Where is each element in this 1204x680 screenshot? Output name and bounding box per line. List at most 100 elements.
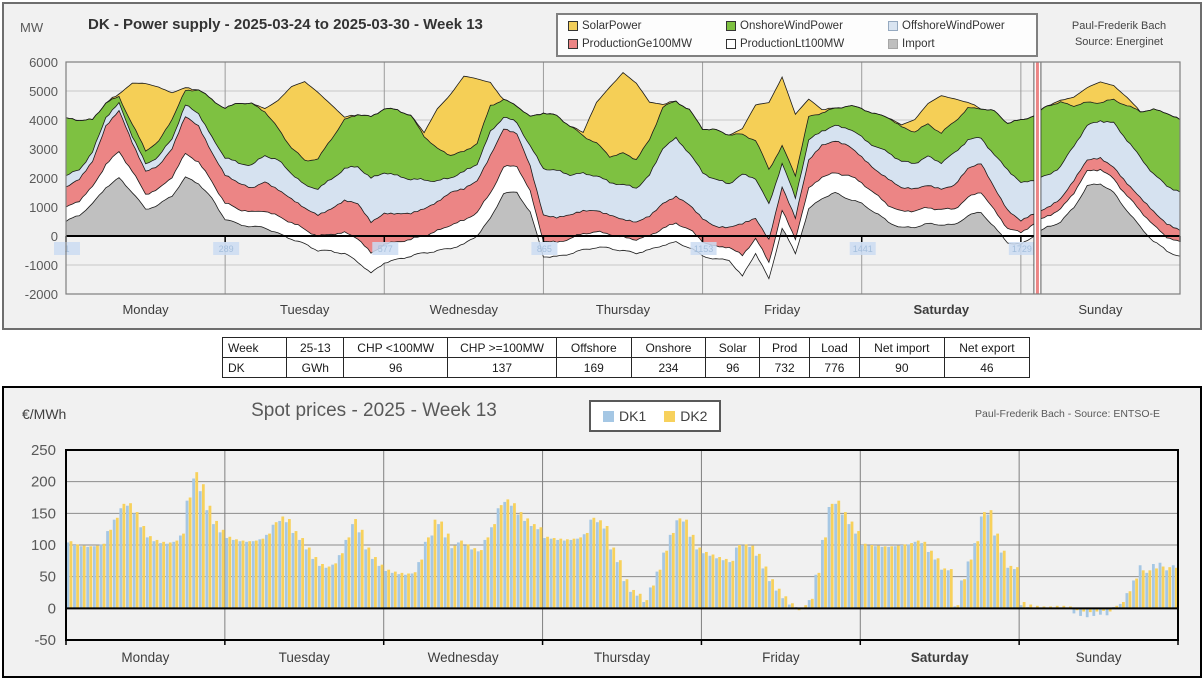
price-bar-dk2	[354, 519, 357, 609]
price-bar-dk2	[215, 520, 218, 609]
price-bar-dk1	[192, 478, 196, 609]
price-bar-dk2	[1095, 608, 1099, 612]
price-bar-dk2	[387, 569, 391, 609]
price-bar-dk1	[337, 555, 341, 609]
price-bar-dk2	[268, 533, 271, 609]
price-bar-dk2	[850, 521, 854, 609]
price-bar-dk2	[168, 542, 172, 609]
price-bar-dk1	[1072, 608, 1076, 614]
x-axis-day-label: Saturday	[911, 650, 969, 665]
price-bar-dk1	[615, 562, 619, 609]
price-bar-dk2	[777, 588, 781, 609]
price-bar-dk1	[1171, 565, 1175, 609]
price-bar-dk1	[867, 545, 871, 609]
price-bar-dk1	[1158, 562, 1162, 609]
price-bar-dk2	[82, 545, 86, 609]
price-bar-dk2	[526, 518, 530, 609]
table-cell: DK	[221, 357, 288, 378]
price-bar-dk2	[585, 532, 589, 609]
x-axis-day-label: Friday	[762, 650, 800, 665]
attribution-source: Source: Energinet	[1074, 36, 1164, 48]
x-axis-day-label: Sunday	[1078, 302, 1123, 317]
price-bar-dk1	[397, 574, 401, 609]
legend-item: SolarPower	[568, 20, 641, 32]
price-bar-dk1	[1079, 608, 1082, 616]
price-bar-dk2	[89, 546, 93, 609]
price-bar-dk1	[821, 539, 824, 609]
price-bar-dk1	[205, 510, 209, 609]
x-axis-day-label: Wednesday	[430, 302, 499, 317]
price-bar-dk1	[463, 545, 467, 609]
price-bar-dk1	[145, 537, 149, 609]
plot-border	[65, 61, 1181, 295]
legend-label: Import	[902, 38, 935, 50]
area-productionge100mw	[66, 110, 1180, 263]
area-offshorewindpower	[66, 102, 1180, 240]
price-bar-dk2	[923, 541, 927, 609]
price-bar-dk2	[427, 537, 430, 609]
price-bar-dk2	[201, 484, 205, 609]
table-header-cell: Load	[809, 337, 860, 358]
price-bar-dk1	[119, 508, 123, 609]
x-axis-day-label: Tuesday	[279, 650, 331, 665]
x-axis-day-label: Thursday	[596, 302, 651, 317]
price-bar-dk2	[1128, 591, 1132, 609]
price-bar-dk1	[278, 520, 282, 609]
price-bar-dk1	[106, 531, 109, 609]
price-bar-dk2	[605, 526, 609, 609]
price-bar-dk1	[437, 524, 440, 609]
price-bar-dk1	[840, 514, 844, 609]
price-bar-dk2	[1122, 602, 1125, 609]
price-bar-dk2	[989, 510, 993, 609]
price-bar-dk2	[930, 550, 933, 609]
y-axis-tick-label: 150	[31, 505, 56, 522]
y-axis-tick-label: 200	[31, 474, 56, 491]
price-bar-dk1	[159, 543, 162, 609]
price-bar-dk1	[986, 514, 990, 609]
price-bar-dk1	[754, 555, 758, 609]
price-bar-dk1	[443, 537, 447, 609]
price-bar-dk1	[86, 546, 90, 609]
table-cell: 46	[943, 357, 1031, 378]
price-bar-dk2	[612, 547, 616, 609]
price-bar-dk2	[182, 533, 185, 609]
price-bar-dk2	[433, 519, 437, 609]
price-bar-dk1	[99, 544, 103, 609]
price-bar-dk1	[920, 543, 924, 609]
price-bar-dk2	[221, 529, 225, 609]
price-bar-dk2	[129, 503, 132, 609]
power-supply-chart: -2000 -1000 0 1000 2000 3000 4000 5000 6000 1 289 5…	[25, 55, 1181, 317]
table-cell: 96	[705, 357, 761, 378]
price-bar-dk1	[979, 516, 983, 609]
price-bar-dk1	[814, 574, 818, 609]
price-bar-dk1	[854, 533, 857, 609]
price-bar-dk1	[1138, 565, 1142, 609]
price-bar-dk2	[532, 524, 536, 609]
price-bar-dk1	[404, 574, 407, 609]
price-bar-dk1	[238, 541, 242, 609]
price-bar-dk2	[122, 503, 126, 609]
x-axis-day-label: Wednesday	[428, 650, 499, 665]
price-bar-dk2	[307, 547, 311, 609]
price-bar-dk1	[185, 500, 189, 609]
quarter-hour-label-box	[54, 242, 80, 255]
area-onshorewindpower	[66, 89, 1180, 204]
price-bar-dk1	[622, 581, 626, 609]
price-bar-dk1	[516, 514, 520, 609]
price-bar-dk1	[298, 539, 301, 609]
x-axis-day-label: Saturday	[913, 302, 969, 317]
price-bar-dk1	[629, 591, 632, 609]
price-bar-dk1	[430, 535, 434, 609]
price-bar-dk2	[400, 572, 404, 609]
legend-label: DK2	[680, 408, 708, 424]
price-bar-dk1	[701, 553, 705, 609]
legend-chip-icon	[888, 39, 898, 49]
power-supply-y-unit-label: MW	[20, 20, 44, 35]
quarter-hour-label-box	[849, 242, 876, 255]
price-bar-dk2	[142, 526, 146, 609]
table-header-row: Week 25-13 CHP <100MW CHP >=100MW Offshore On…	[221, 337, 1031, 358]
price-bar-dk1	[873, 546, 877, 609]
table-header-cell: Net import	[858, 337, 945, 358]
legend-chip-icon	[888, 21, 898, 31]
price-bar-dk2	[572, 538, 576, 609]
